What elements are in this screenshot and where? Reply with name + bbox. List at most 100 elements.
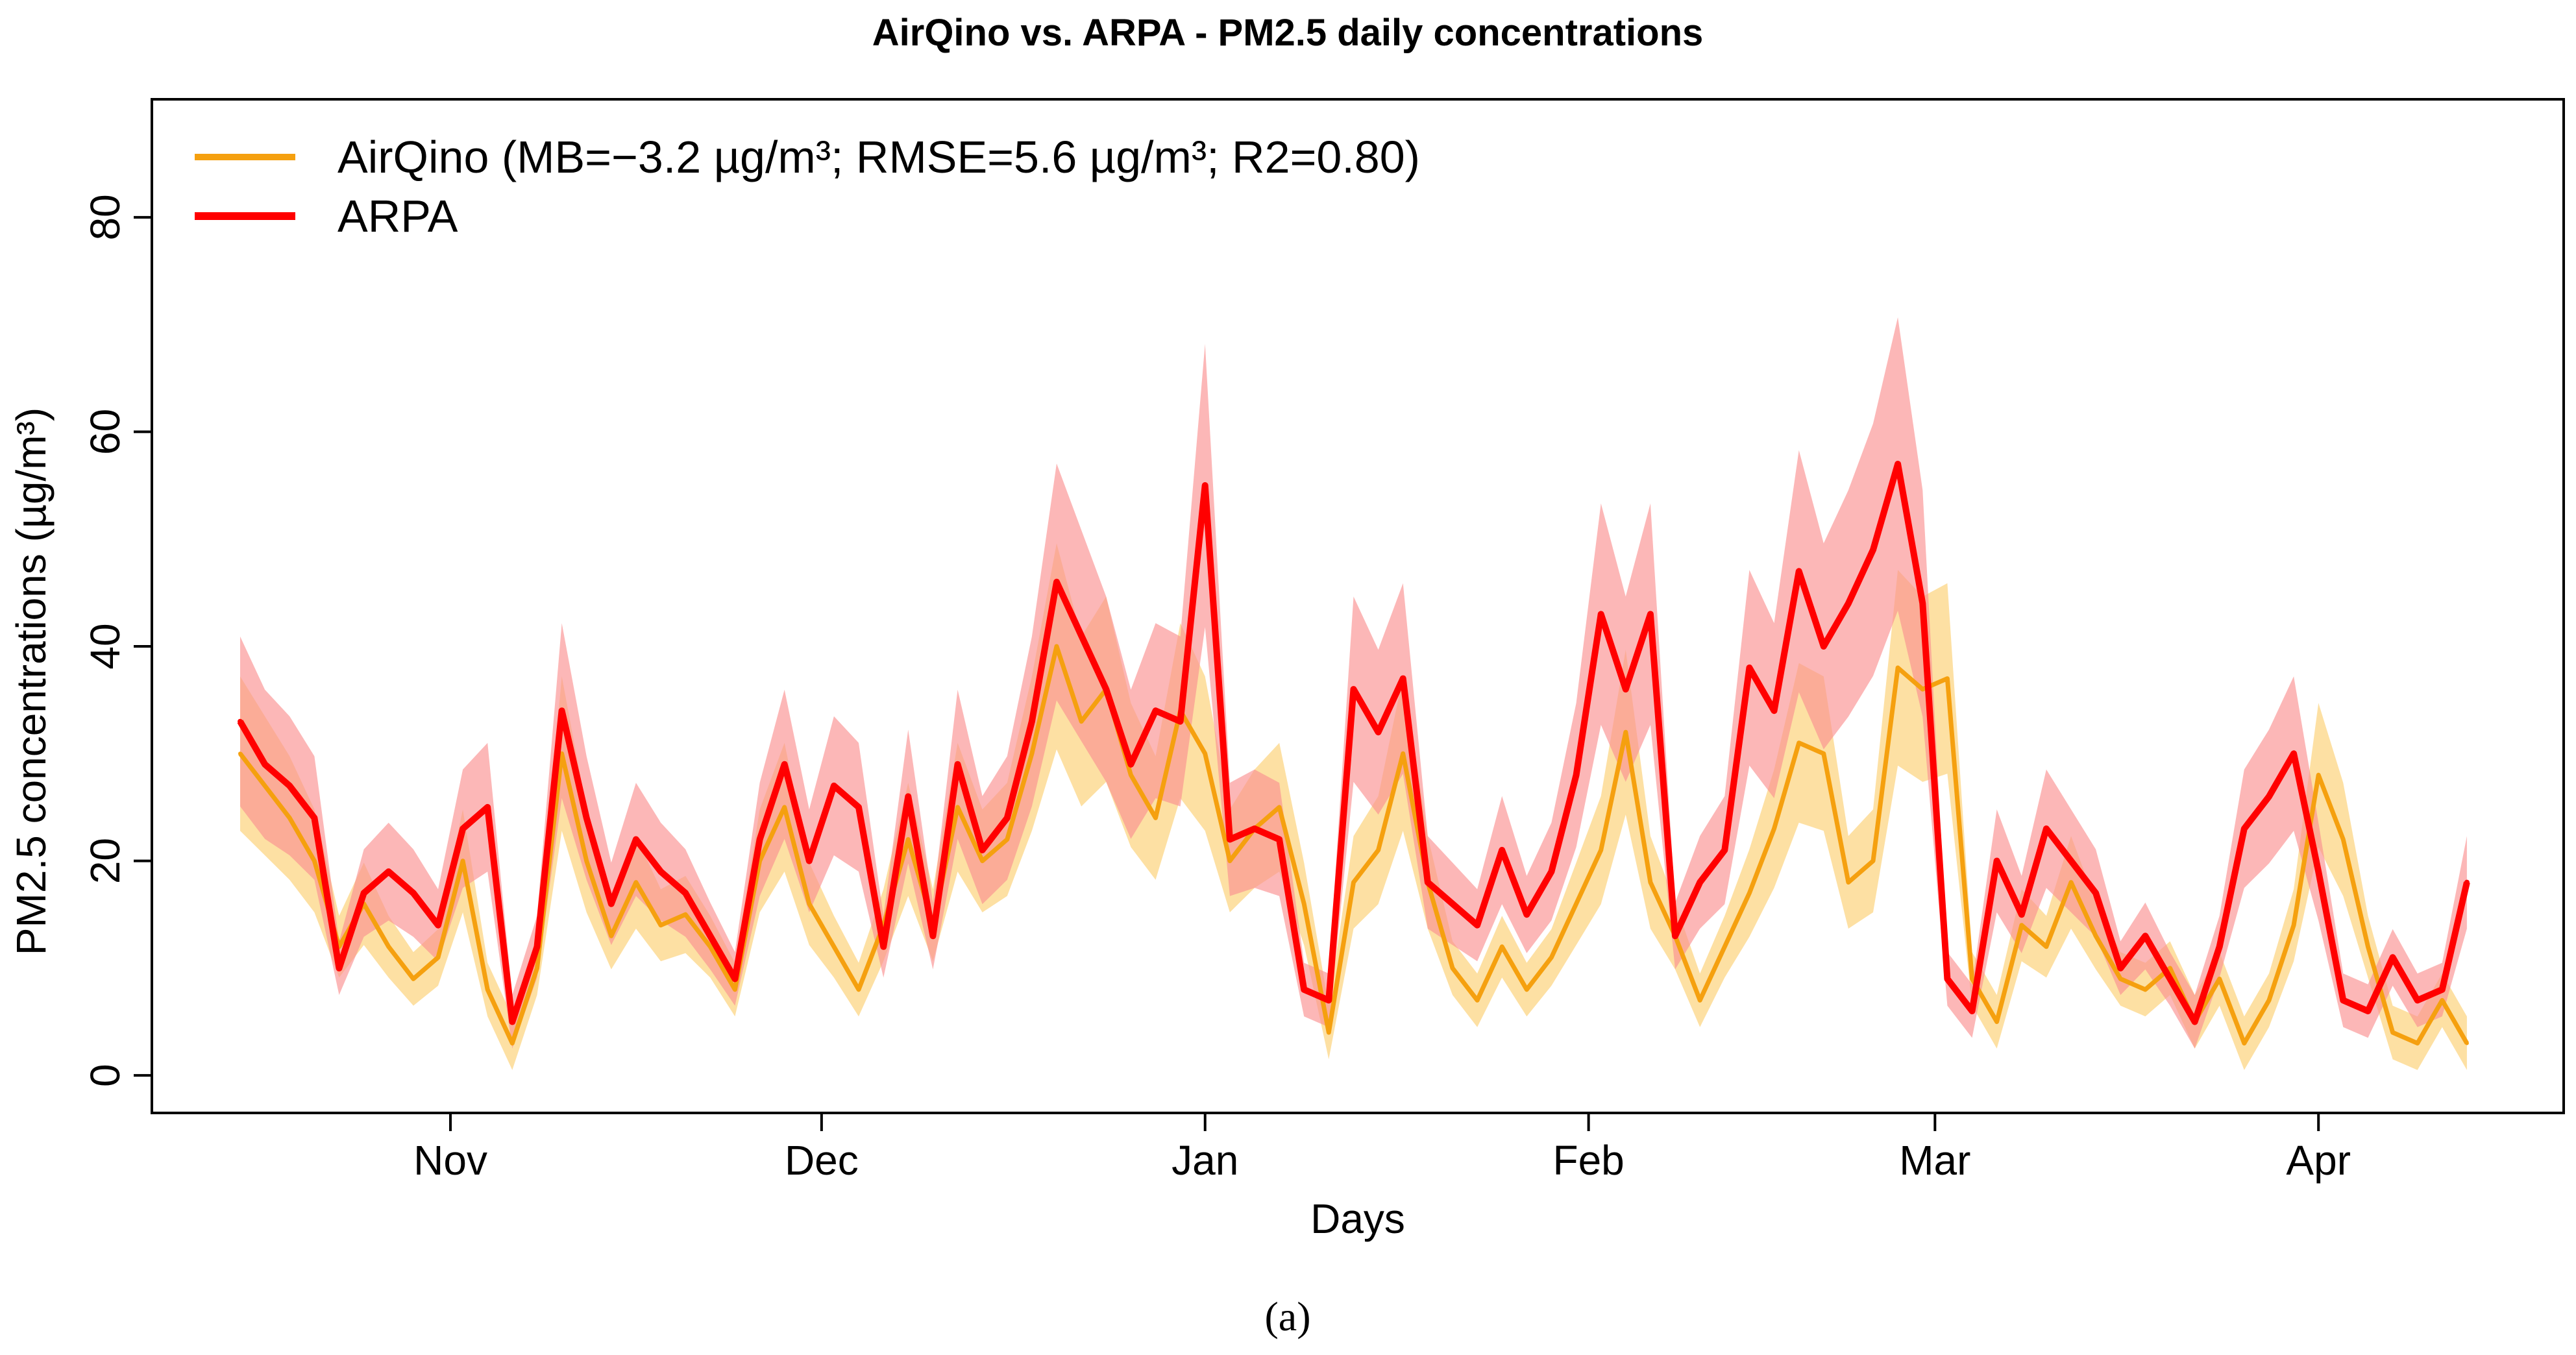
data-point-airqino bbox=[1821, 751, 1826, 756]
data-point-airqino bbox=[1029, 751, 1034, 756]
data-point-airqino bbox=[435, 955, 440, 960]
data-point-airqino bbox=[2341, 837, 2346, 842]
x-axis: Nov Dec Jan Feb Mar Apr bbox=[413, 1112, 2351, 1184]
data-point-airqino bbox=[659, 923, 663, 927]
data-point-airqino bbox=[1747, 891, 1752, 896]
data-point-arpa bbox=[633, 836, 639, 842]
data-point-arpa bbox=[1549, 869, 1554, 875]
data-point-arpa bbox=[955, 761, 961, 767]
data-point-arpa bbox=[1771, 708, 1777, 714]
data-point-arpa bbox=[608, 901, 614, 907]
data-point-airqino bbox=[559, 751, 564, 756]
band-airqino bbox=[240, 543, 2467, 1070]
data-point-airqino bbox=[1871, 859, 1876, 863]
data-point-airqino bbox=[510, 1041, 515, 1045]
data-point-airqino bbox=[1772, 826, 1776, 831]
data-point-airqino bbox=[2094, 934, 2098, 938]
data-point-arpa bbox=[559, 708, 565, 714]
data-point-arpa bbox=[2340, 997, 2346, 1003]
data-point-airqino bbox=[535, 966, 539, 970]
data-point-arpa bbox=[707, 933, 713, 939]
data-point-arpa bbox=[1400, 676, 1406, 681]
data-point-arpa bbox=[1647, 611, 1653, 617]
data-point-arpa bbox=[2365, 1008, 2371, 1014]
data-point-arpa bbox=[1227, 836, 1233, 842]
y-tick-label: 80 bbox=[82, 194, 129, 240]
data-point-airqino bbox=[1055, 644, 1059, 648]
data-point-airqino bbox=[1079, 719, 1084, 724]
data-point-airqino bbox=[2118, 977, 2123, 981]
data-point-arpa bbox=[1796, 568, 1802, 574]
data-point-arpa bbox=[1251, 825, 1257, 831]
data-point-arpa bbox=[410, 890, 416, 896]
data-point-arpa bbox=[1103, 687, 1109, 692]
data-point-airqino bbox=[1970, 977, 1974, 981]
data-point-airqino bbox=[2316, 773, 2321, 777]
data-point-arpa bbox=[1301, 986, 1307, 992]
data-point-airqino bbox=[1475, 998, 1480, 1003]
data-point-airqino bbox=[1574, 901, 1578, 906]
data-point-arpa bbox=[2093, 890, 2099, 896]
data-point-airqino bbox=[633, 880, 638, 885]
data-point-airqino bbox=[1203, 751, 1207, 756]
data-point-airqino bbox=[1351, 880, 1356, 885]
data-point-arpa bbox=[1524, 912, 1530, 918]
data-point-arpa bbox=[1326, 997, 1332, 1003]
data-point-airqino bbox=[1450, 966, 1454, 970]
data-point-airqino bbox=[980, 859, 985, 863]
figure-caption: (a) bbox=[1264, 1293, 1310, 1339]
data-point-airqino bbox=[1376, 848, 1380, 853]
data-point-airqino bbox=[2366, 944, 2370, 949]
data-point-arpa bbox=[1722, 848, 1728, 853]
data-point-arpa bbox=[2118, 965, 2124, 971]
data-point-arpa bbox=[806, 858, 812, 864]
data-point-arpa bbox=[238, 718, 243, 724]
data-point-airqino bbox=[2143, 987, 2148, 992]
data-point-arpa bbox=[1747, 665, 1752, 671]
data-point-arpa bbox=[2167, 976, 2173, 982]
data-point-airqino bbox=[1153, 816, 1158, 820]
data-point-arpa bbox=[287, 783, 293, 788]
data-point-arpa bbox=[1004, 815, 1010, 821]
data-point-arpa bbox=[2043, 825, 2049, 831]
data-point-arpa bbox=[856, 804, 862, 810]
y-tick-label: 60 bbox=[82, 409, 129, 455]
data-point-airqino bbox=[461, 859, 465, 863]
legend-label-arpa: ARPA bbox=[337, 191, 458, 241]
data-point-airqino bbox=[683, 912, 688, 917]
data-point-arpa bbox=[2216, 944, 2222, 949]
x-tick-label: Feb bbox=[1552, 1137, 1624, 1184]
data-point-arpa bbox=[262, 761, 268, 767]
data-point-arpa bbox=[1153, 708, 1159, 714]
x-tick-label: Dec bbox=[785, 1137, 859, 1184]
data-point-arpa bbox=[1277, 836, 1282, 842]
data-point-arpa bbox=[312, 815, 317, 821]
y-tick-label: 40 bbox=[82, 623, 129, 669]
data-point-arpa bbox=[1821, 643, 1826, 649]
data-point-arpa bbox=[336, 965, 342, 971]
x-axis-label: Days bbox=[1310, 1195, 1405, 1242]
data-point-arpa bbox=[1475, 922, 1480, 928]
data-point-arpa bbox=[757, 836, 763, 842]
data-point-arpa bbox=[485, 804, 491, 810]
data-point-airqino bbox=[1327, 1031, 1331, 1035]
data-point-airqino bbox=[708, 944, 713, 949]
data-point-arpa bbox=[1351, 687, 1356, 692]
data-point-arpa bbox=[460, 825, 466, 831]
data-point-airqino bbox=[2019, 923, 2024, 927]
data-point-airqino bbox=[1005, 837, 1009, 842]
data-point-arpa bbox=[1177, 718, 1183, 724]
x-tick-label: Jan bbox=[1171, 1137, 1238, 1184]
data-point-airqino bbox=[1277, 805, 1282, 809]
data-point-arpa bbox=[781, 761, 787, 767]
data-point-airqino bbox=[2168, 966, 2172, 970]
data-point-airqino bbox=[1525, 987, 1529, 992]
data-point-arpa bbox=[732, 976, 738, 982]
data-point-airqino bbox=[1945, 676, 1950, 681]
data-point-airqino bbox=[2464, 1041, 2469, 1045]
data-point-arpa bbox=[1128, 761, 1134, 767]
data-point-arpa bbox=[2068, 858, 2074, 864]
data-point-airqino bbox=[288, 816, 292, 820]
